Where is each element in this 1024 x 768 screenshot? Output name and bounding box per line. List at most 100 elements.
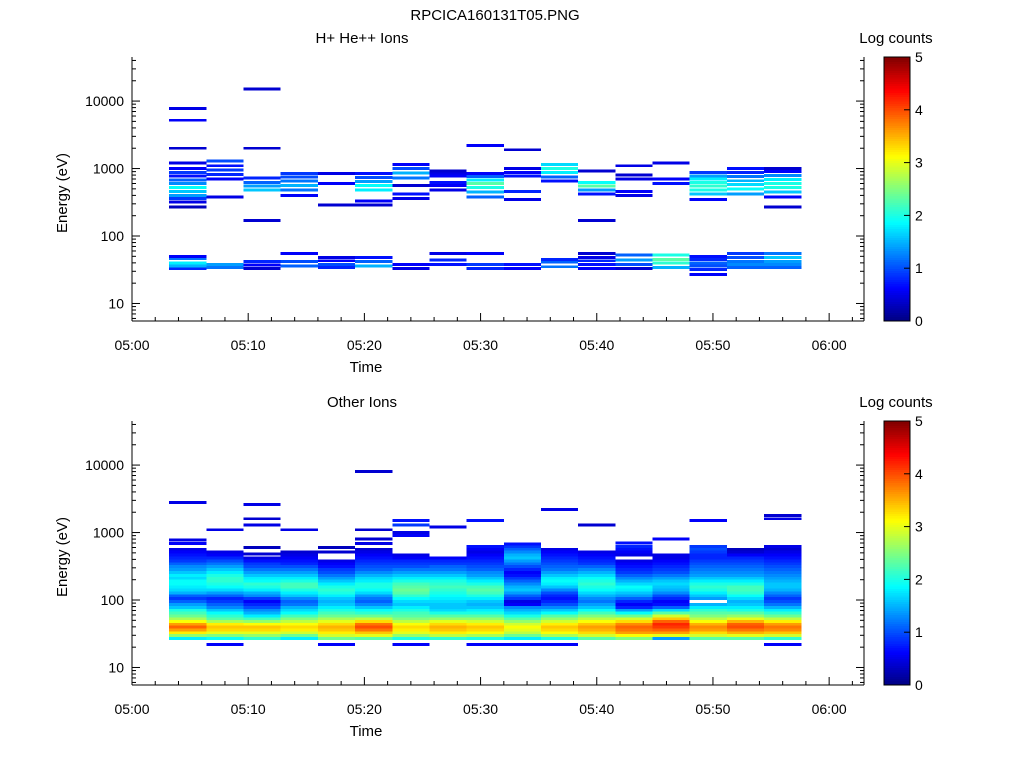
spectrogram-cell bbox=[280, 528, 318, 532]
y-tick-label: 10000 bbox=[85, 93, 124, 109]
spectrogram-cell bbox=[689, 573, 727, 577]
spectrogram-cell bbox=[540, 594, 579, 598]
spectrogram-cell bbox=[726, 170, 765, 174]
spectrogram-cell bbox=[578, 184, 616, 188]
spectrogram-cell bbox=[429, 258, 467, 262]
spectrogram-cell bbox=[615, 582, 653, 586]
spectrogram-cell bbox=[169, 178, 207, 182]
spectrogram-cell bbox=[615, 625, 653, 629]
colorbar-segment bbox=[884, 310, 910, 313]
spectrogram-cell bbox=[206, 600, 244, 603]
spectrogram-cell bbox=[726, 175, 765, 179]
spectrogram-cell bbox=[652, 594, 690, 598]
spectrogram-cell bbox=[689, 633, 727, 637]
colorbar-segment bbox=[884, 72, 910, 76]
spectrogram-cell bbox=[726, 571, 765, 574]
spectrogram-cell bbox=[317, 602, 356, 606]
colorbar-segment bbox=[884, 429, 910, 433]
spectrogram-cell bbox=[280, 633, 318, 637]
spectrogram-cell bbox=[243, 259, 281, 263]
colorbar-segment bbox=[884, 676, 910, 679]
spectrogram-cell bbox=[503, 594, 541, 598]
spectrogram-cell bbox=[764, 611, 802, 615]
spectrogram-cell bbox=[169, 146, 207, 150]
colorbar-segment bbox=[884, 79, 910, 82]
spectrogram-cell bbox=[466, 636, 504, 640]
colorbar-segment bbox=[884, 438, 910, 442]
spectrogram-cell bbox=[540, 611, 579, 615]
colorbar-segment bbox=[884, 476, 910, 479]
spectrogram-cell bbox=[503, 568, 541, 571]
spectrogram-cell bbox=[615, 617, 653, 621]
spectrogram-cell bbox=[503, 197, 541, 201]
spectrogram-cell bbox=[429, 588, 467, 592]
spectrogram-cell bbox=[689, 547, 727, 551]
colorbar-segment bbox=[884, 81, 910, 84]
spectrogram-cell bbox=[726, 628, 765, 632]
spectrogram-cell bbox=[615, 585, 653, 589]
spectrogram-cell bbox=[615, 177, 653, 181]
spectrogram-cell bbox=[169, 571, 207, 574]
spectrogram-cell bbox=[206, 168, 244, 172]
spectrogram-cell bbox=[726, 625, 765, 629]
colorbar-segment bbox=[884, 641, 910, 644]
colorbar-segment bbox=[884, 114, 910, 117]
colorbar-segment bbox=[884, 559, 910, 563]
colorbar-segment bbox=[884, 432, 910, 435]
spectrogram-cell bbox=[243, 188, 281, 192]
colorbar-segment bbox=[884, 597, 910, 600]
spectrogram-cell bbox=[578, 523, 616, 527]
colorbar-segment bbox=[884, 211, 910, 214]
spectrogram-cell bbox=[429, 184, 467, 187]
spectrogram-cell bbox=[243, 600, 281, 603]
spectrogram-cells bbox=[169, 87, 802, 276]
colorbar-segment bbox=[884, 263, 910, 267]
spectrogram-cell bbox=[578, 600, 616, 603]
spectrogram-cell bbox=[540, 568, 579, 571]
colorbar-segment bbox=[884, 471, 910, 475]
colorbar-segment bbox=[884, 491, 910, 495]
colorbar-segment bbox=[884, 504, 910, 508]
spectrogram-cell bbox=[540, 602, 579, 606]
spectrogram-cell bbox=[503, 611, 541, 615]
spectrogram-cell bbox=[578, 602, 616, 606]
spectrogram-cell bbox=[578, 568, 616, 571]
spectrogram-cell bbox=[652, 617, 690, 621]
spectrogram-cell bbox=[243, 176, 281, 180]
spectrogram-cell bbox=[429, 582, 467, 586]
spectrogram-cell bbox=[466, 559, 504, 563]
spectrogram-cell bbox=[503, 631, 541, 634]
spectrogram-cell bbox=[392, 594, 430, 598]
spectrogram-cell bbox=[392, 631, 430, 634]
spectrogram-cell bbox=[392, 197, 430, 200]
spectrogram-cell bbox=[726, 602, 765, 606]
spectrogram-cell bbox=[764, 556, 802, 560]
spectrogram-cell bbox=[392, 591, 430, 595]
spectrogram-cell bbox=[429, 576, 467, 580]
spectrogram-cell bbox=[317, 597, 356, 601]
spectrogram-cell bbox=[280, 573, 318, 577]
colorbar-segment bbox=[884, 621, 910, 624]
spectrogram-cell bbox=[392, 559, 430, 563]
spectrogram-cell bbox=[689, 628, 727, 632]
spectrogram-cell bbox=[503, 608, 541, 612]
spectrogram-cell bbox=[206, 573, 244, 577]
spectrogram-cell bbox=[317, 182, 356, 185]
spectrogram-cell bbox=[615, 253, 653, 257]
spectrogram-cell bbox=[689, 631, 727, 634]
spectrogram-cell bbox=[169, 186, 207, 190]
spectrogram-cell bbox=[280, 193, 318, 197]
spectrogram-cell bbox=[764, 573, 802, 577]
spectrogram-cell bbox=[169, 541, 207, 545]
colorbar-segment bbox=[884, 465, 910, 468]
spectrogram-cell bbox=[764, 259, 802, 263]
spectrogram-cell bbox=[429, 252, 467, 255]
spectrogram-cell bbox=[689, 197, 727, 201]
spectrogram-cell bbox=[540, 175, 579, 179]
spectrogram-cell bbox=[764, 600, 802, 603]
spectrogram-cell bbox=[503, 588, 541, 592]
spectrogram-cell bbox=[392, 523, 430, 527]
spectrogram-cell bbox=[503, 267, 541, 270]
spectrogram-cell bbox=[466, 588, 504, 592]
spectrogram-cell bbox=[540, 600, 579, 603]
